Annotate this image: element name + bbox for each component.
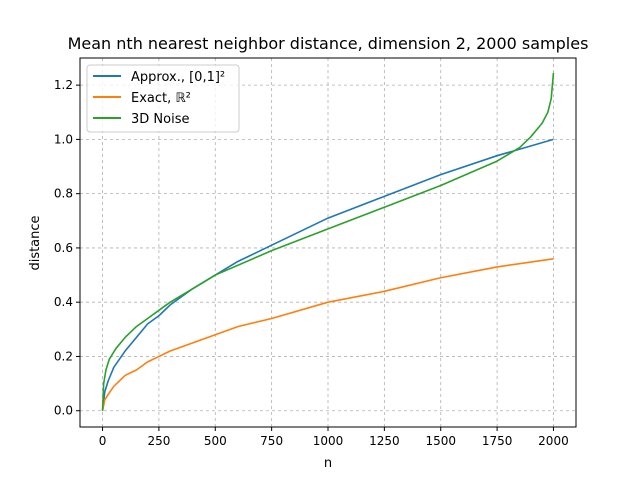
y-tick-label: 0.8 <box>54 187 73 201</box>
x-tick-label: 1250 <box>369 434 400 448</box>
x-tick-label: 2000 <box>538 434 569 448</box>
y-tick-label: 0.2 <box>54 349 73 363</box>
x-tick-label: 500 <box>204 434 227 448</box>
series-layer <box>101 72 555 411</box>
chart-title: Mean nth nearest neighbor distance, dime… <box>68 34 589 53</box>
y-tick-label: 1.0 <box>54 132 73 146</box>
series-line-exact <box>101 257 554 411</box>
x-tick-label: 1750 <box>482 434 513 448</box>
y-tick-label: 0.0 <box>54 404 73 418</box>
legend-label-3d-noise: 3D Noise <box>131 112 189 127</box>
y-axis-label: distance <box>28 215 43 270</box>
x-tick-label: 750 <box>260 434 283 448</box>
y-tick-label: 1.2 <box>54 78 73 92</box>
tick-layer: 0 250 500 750 1000 1250 1500 1750 2000 0.0 0.2 0.4 0… <box>54 78 569 448</box>
y-tick-label: 0.4 <box>54 295 73 309</box>
x-tick-label: 1000 <box>313 434 344 448</box>
y-tick-label: 0.6 <box>54 241 73 255</box>
legend-label-approx: Approx., [0,1]² <box>131 70 225 85</box>
legend-box <box>86 64 240 133</box>
x-axis-label: n <box>324 456 332 471</box>
x-tick-label: 1500 <box>425 434 456 448</box>
legend: Approx., [0,1]² Exact, ℝ² 3D Noise <box>86 64 240 133</box>
legend-label-exact: Exact, ℝ² <box>131 91 191 106</box>
series-line-approx <box>101 138 554 411</box>
x-tick-label: 0 <box>99 434 107 448</box>
x-tick-label: 250 <box>147 434 170 448</box>
series-line-3d-noise <box>101 72 555 411</box>
